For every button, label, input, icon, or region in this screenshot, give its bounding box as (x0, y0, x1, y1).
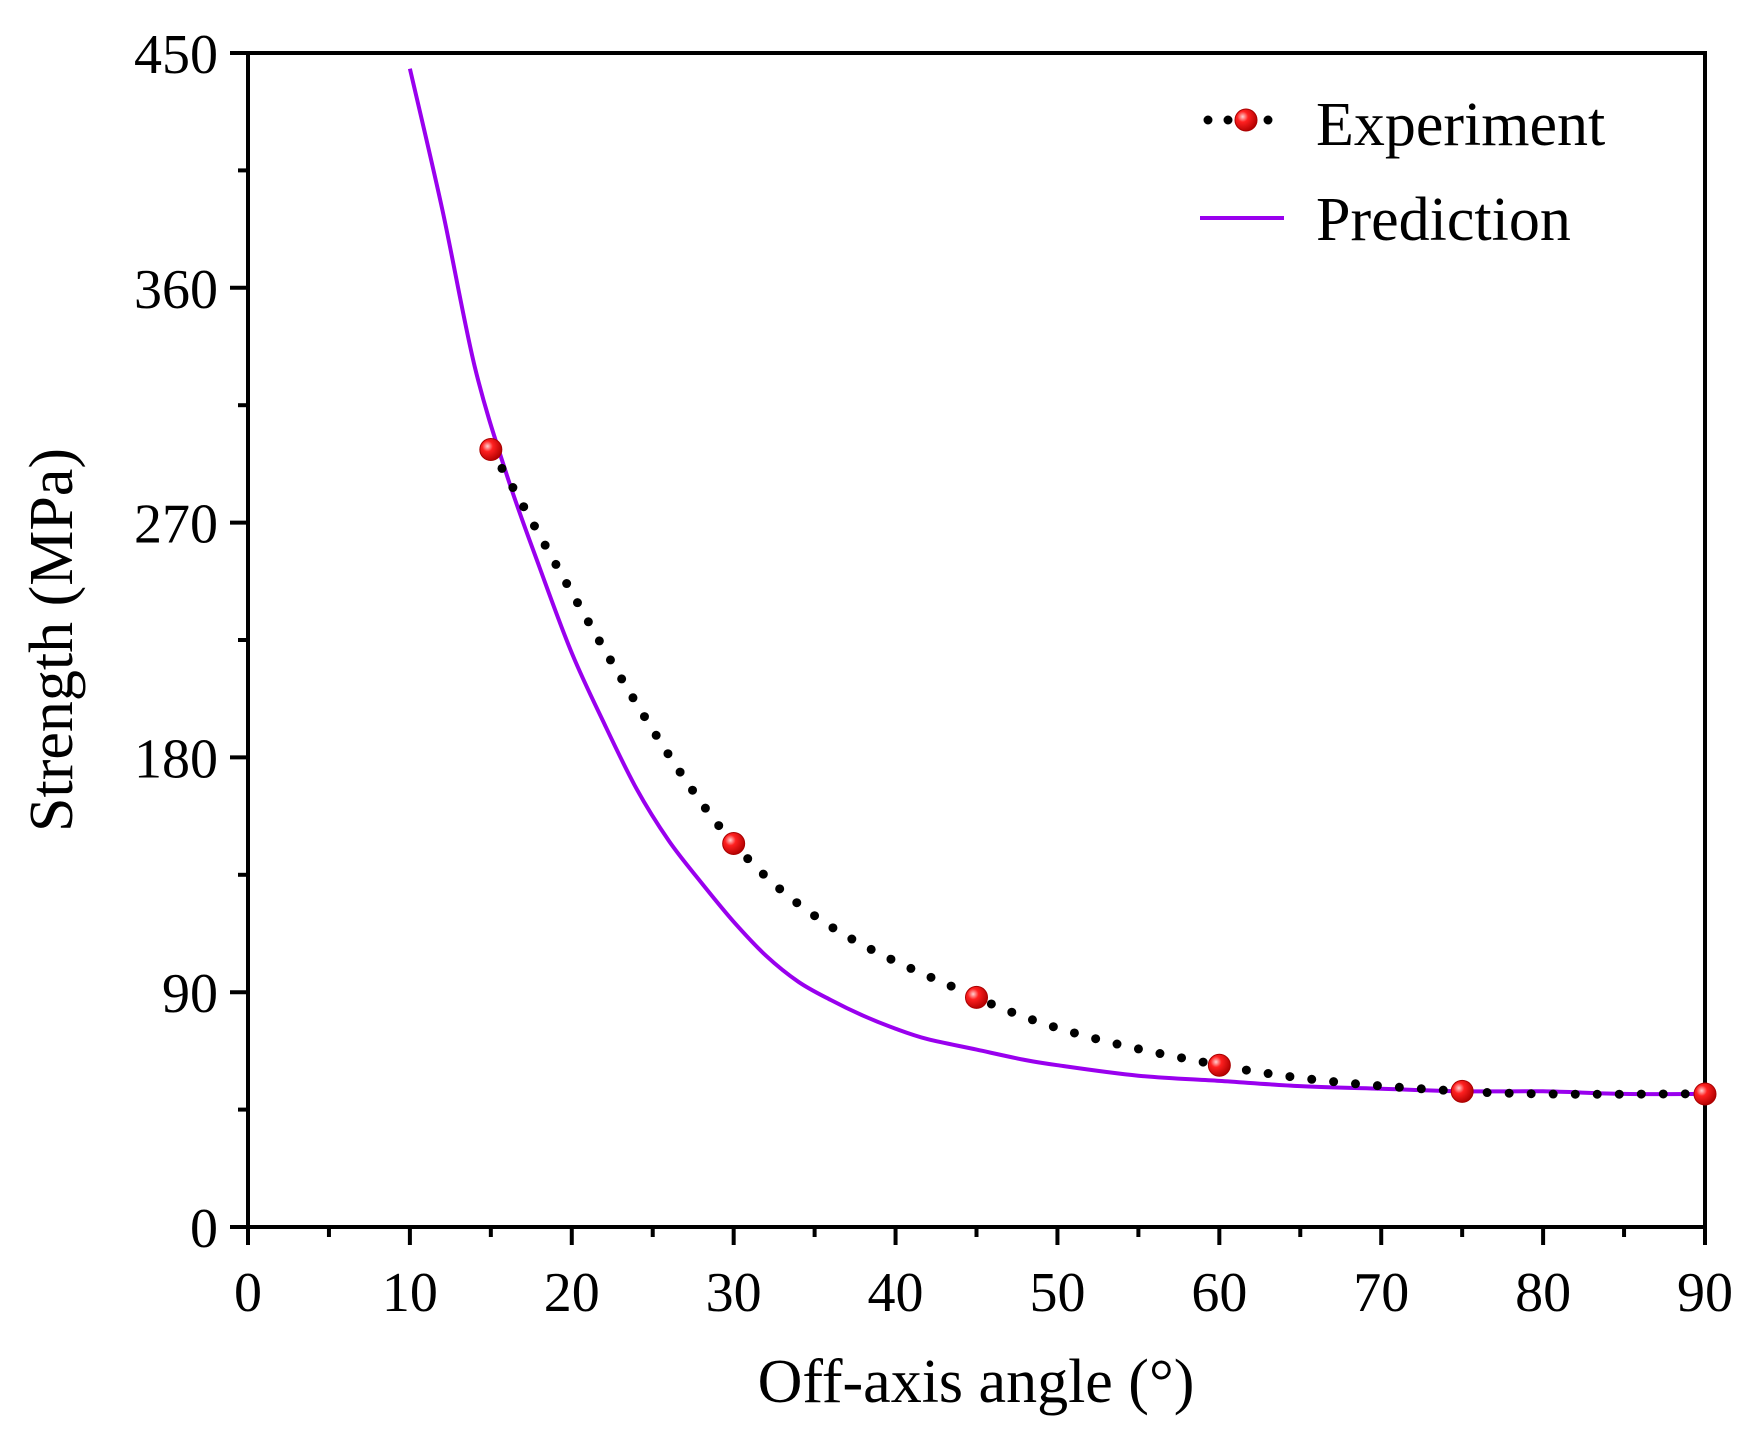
x-tick-label: 20 (544, 1262, 600, 1324)
legend-experiment-marker (1234, 108, 1258, 132)
x-tick-label: 30 (706, 1262, 762, 1324)
y-axis-ticks (230, 51, 248, 1229)
legend-experiment-label: Experiment (1316, 91, 1605, 159)
x-tick-label: 10 (382, 1262, 438, 1324)
legend: Experiment Prediction (1200, 91, 1605, 254)
experiment-point (722, 831, 746, 855)
x-tick-label: 90 (1677, 1262, 1733, 1324)
y-tick-label: 360 (134, 259, 218, 321)
x-tick-label: 70 (1353, 1262, 1409, 1324)
plot-area (246, 51, 1707, 1229)
y-axis-tick-labels: 0 90 180 270 360 450 (134, 24, 218, 1260)
x-axis-tick-labels: 0 10 20 30 40 50 60 70 80 90 (234, 1262, 1733, 1324)
y-tick-label: 180 (134, 728, 218, 790)
y-tick-label: 90 (162, 963, 218, 1025)
series-layer (407, 68, 1717, 1106)
x-tick-label: 50 (1029, 1262, 1085, 1324)
x-axis-title: Off-axis angle (°) (758, 1348, 1195, 1416)
y-tick-label: 270 (134, 494, 218, 556)
y-axis-title: Strength (MPa) (18, 448, 86, 832)
legend-experiment: Experiment (1203, 91, 1605, 159)
x-tick-label: 0 (234, 1262, 262, 1324)
experiment-point (1693, 1082, 1717, 1106)
legend-prediction-label: Prediction (1316, 186, 1571, 254)
legend-experiment-swatch (1203, 108, 1289, 132)
legend-prediction: Prediction (1200, 186, 1571, 254)
experiment-point (1207, 1053, 1231, 1077)
x-tick-label: 80 (1515, 1262, 1571, 1324)
experiment-point (1450, 1079, 1474, 1103)
experiment-point (965, 985, 988, 1009)
x-tick-label: 40 (868, 1262, 924, 1324)
y-tick-label: 450 (134, 24, 218, 86)
prediction-line (407, 68, 1706, 1097)
x-tick-label: 60 (1191, 1262, 1247, 1324)
experiment-point (479, 438, 503, 462)
x-axis-ticks (246, 1227, 1707, 1245)
y-tick-label: 0 (190, 1198, 218, 1260)
